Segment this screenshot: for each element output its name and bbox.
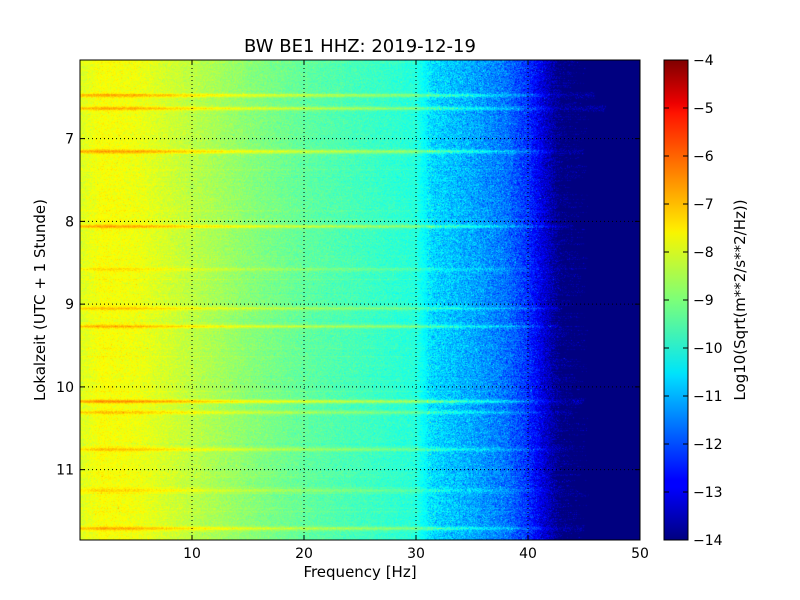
colorbar-tick-label: −4	[693, 53, 714, 69]
colorbar-tick-label: −8	[693, 245, 714, 261]
y-tick-label: 7	[65, 132, 74, 148]
plot-frame	[79, 59, 641, 541]
colorbar-tick-label: −10	[693, 341, 723, 357]
x-tick-label: 50	[631, 546, 649, 562]
colorbar-tick-label: −14	[693, 533, 723, 549]
y-tick-label: 11	[56, 463, 74, 479]
colorbar: −4 −5 −6 −7 −8 −9 −10 −11 −12 −13 −14 Log10(Sqrt(m…	[663, 53, 749, 549]
x-tick-label: 30	[407, 546, 425, 562]
x-tick-label: 40	[519, 546, 537, 562]
y-tick-label: 8	[65, 214, 74, 230]
x-axis-ticks: 10 20 30 40 50	[183, 60, 649, 562]
colorbar-tick-label: −5	[693, 101, 714, 117]
spectrogram-heatmap	[80, 60, 640, 540]
y-tick-label: 10	[56, 380, 74, 396]
colorbar-tick-label: −13	[693, 485, 723, 501]
colorbar-tick-label: −12	[693, 437, 723, 453]
y-tick-label: 9	[65, 297, 74, 313]
y-axis-ticks: 7 8 9 10 11	[56, 132, 640, 479]
chart-title: BW BE1 HHZ: 2019-12-19	[244, 36, 476, 57]
grid-lines	[80, 60, 640, 540]
x-axis-label: Frequency [Hz]	[303, 563, 416, 581]
heatmap-plot-area: 10 20 30 40 50 7 8 9 10 11	[56, 59, 649, 562]
colorbar-tick-label: −7	[693, 197, 714, 213]
x-tick-label: 20	[295, 546, 313, 562]
colorbar-ticks: −4 −5 −6 −7 −8 −9 −10 −11 −12 −13 −14	[664, 53, 723, 549]
colorbar-tick-label: −9	[693, 293, 714, 309]
y-axis-label: Lokalzeit (UTC + 1 Stunde)	[31, 199, 49, 401]
x-tick-label: 10	[183, 546, 201, 562]
colorbar-tick-label: −11	[693, 389, 723, 405]
colorbar-tick-label: −6	[693, 149, 714, 165]
colorbar-label: Log10(Sqrt(m**2/s**2/Hz))	[731, 199, 749, 400]
